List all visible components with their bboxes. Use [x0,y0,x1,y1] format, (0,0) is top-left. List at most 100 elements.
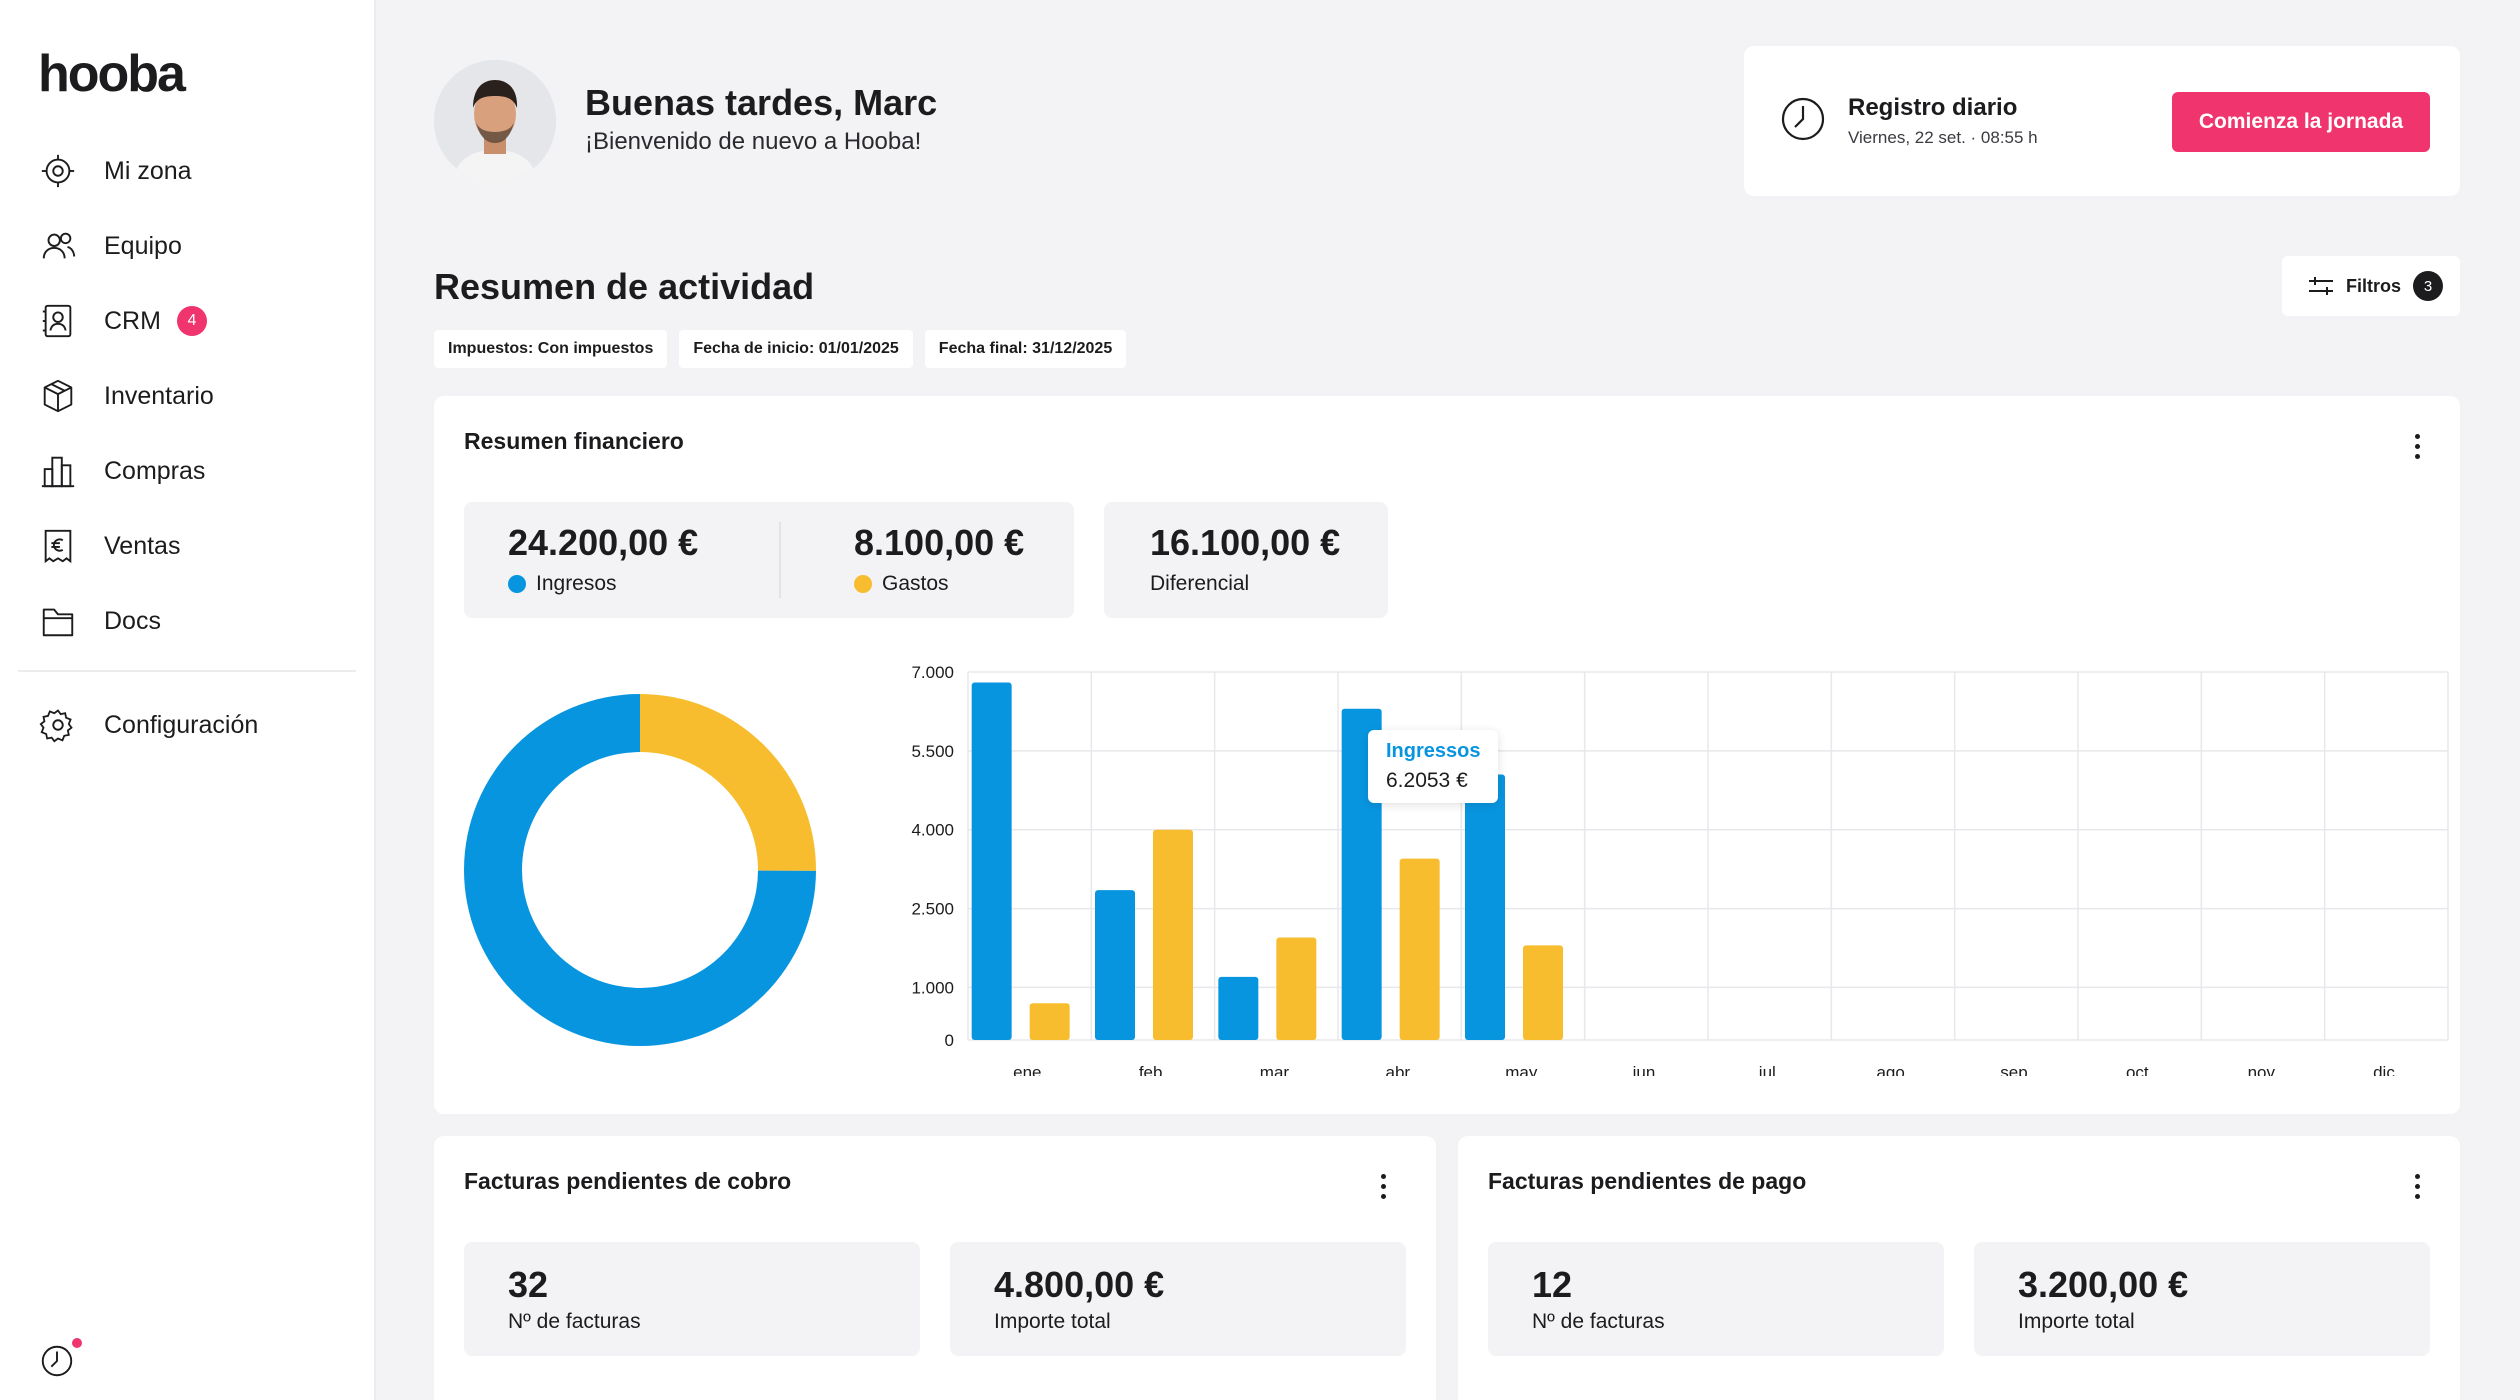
stat-divider [779,522,781,598]
bar-ingresos-mar[interactable] [1218,976,1259,1040]
folder-icon [38,601,78,641]
bar-ingresos-ene[interactable] [971,682,1012,1040]
sidebar-divider [18,670,356,672]
x-tick-label: may. [1505,1063,1541,1076]
card-title: Resumen financiero [464,428,684,454]
diferencial-label: Diferencial [1150,572,1250,595]
sidebar-item-mi-zona[interactable]: Mi zona [38,146,192,196]
sidebar-item-label: Inventario [104,381,214,410]
hooba-logo[interactable]: hooba [38,45,186,103]
active-filters: Impuestos: Con impuestos Fecha de inicio… [434,330,1127,368]
sidebar-item-label: Mi zona [104,156,192,185]
financial-summary-card: Resumen financiero 24.200,00 € Ingresos … [434,396,2460,1114]
x-tick-label: sep. [2000,1063,2032,1076]
invoice-count-value: 12 [1532,1264,1573,1305]
payables-card: Facturas pendientes de pago 12 Nº de fac… [1458,1136,2460,1400]
invoice-amount-label: Importe total [2018,1310,2135,1333]
receipt-euro-icon [38,526,78,566]
donut-chart [464,694,816,1046]
bar-tooltip: Ingressos 6.2053 € [1368,730,1499,803]
x-tick-label: mar. [1260,1063,1293,1076]
bar-chart: 7.000 5.500 4.000 2.500 1.000 0 ene. feb. mar. ab… [911,663,2449,1076]
invoice-amount-value: 4.800,00 € [994,1264,1165,1305]
tooltip-title: Ingressos [1386,740,1481,762]
welcome-subtitle: ¡Bienvenido de nuevo a Hooba! [585,128,922,155]
more-options-icon[interactable] [2402,1166,2432,1206]
x-tick-label: jul. [1758,1063,1781,1076]
sidebar-item-docs[interactable]: Docs [38,596,161,646]
page-title: Resumen de actividad [434,266,815,307]
x-tick-label: feb. [1139,1063,1167,1076]
registro-date: Viernes, 22 set. · 08:55 h [1848,128,2038,147]
filters-count-badge: 3 [2413,271,2444,301]
y-tick-label: 5.500 [911,742,954,761]
sidebar-item-inventario[interactable]: Inventario [38,371,214,421]
box-icon [38,376,78,416]
x-tick-label: ago. [1876,1063,1909,1076]
time-tracker-icon[interactable] [38,1342,78,1382]
gastos-value: 8.100,00 € [854,522,1025,563]
ingresos-label: Ingresos [536,572,617,595]
target-icon [38,151,78,191]
ingresos-legend: Ingresos [508,572,617,596]
y-tick-label: 7.000 [911,663,954,682]
diferencial-box: 16.100,00 € Diferencial [1104,502,1388,618]
donut-slice-ingresos[interactable] [464,694,816,1046]
filter-chip-fecha-inicio[interactable]: Fecha de inicio: 01/01/2025 [679,330,913,368]
sidebar-item-label: Compras [104,456,206,485]
tooltip-value: 6.2053 € [1386,769,1468,792]
y-tick-label: 0 [945,1031,954,1050]
diferencial-value: 16.100,00 € [1150,522,1341,563]
invoice-amount-value: 3.200,00 € [2018,1264,2189,1305]
y-tick-label: 4.000 [911,821,954,840]
x-tick-label: oct. [2126,1063,2153,1076]
donut-slice-gastos[interactable] [640,694,816,871]
clock-icon [1778,94,1830,146]
contacts-icon [38,301,78,341]
building-icon [38,451,78,491]
bar-gastos-may[interactable] [1523,945,1563,1040]
invoice-count-value: 32 [508,1264,549,1305]
invoice-count-label: Nº de facturas [508,1310,641,1333]
sidebar-item-label: Configuración [104,710,259,739]
invoice-count-box: 32 Nº de facturas [464,1242,920,1356]
invoice-count-box: 12 Nº de facturas [1488,1242,1944,1356]
bar-gastos-ene[interactable] [1029,1003,1070,1040]
receivables-card: Facturas pendientes de cobro 32 Nº de fa… [434,1136,1436,1400]
more-options-icon[interactable] [1368,1166,1398,1206]
sidebar-item-configuracion[interactable]: Configuración [38,700,258,750]
sidebar-item-crm[interactable]: CRM 4 [38,296,207,346]
crm-count-badge: 4 [176,306,207,336]
notification-dot [72,1338,82,1348]
invoice-count-label: Nº de facturas [1532,1310,1665,1333]
x-tick-label: dic. [2373,1063,2399,1076]
filter-chip-impuestos[interactable]: Impuestos: Con impuestos [434,330,668,368]
bar-ingresos-feb[interactable] [1095,890,1135,1040]
bar-gastos-abr[interactable] [1399,858,1440,1040]
card-title: Facturas pendientes de cobro [464,1168,792,1194]
ingresos-value: 24.200,00 € [508,522,699,563]
bar-gastos-feb[interactable] [1153,829,1193,1040]
gear-icon [38,705,78,745]
sidebar-item-label: Docs [104,606,161,635]
sidebar-item-label: Ventas [104,531,181,560]
gastos-label: Gastos [882,572,949,595]
filters-button[interactable]: Filtros 3 [2282,256,2460,316]
x-tick-label: abr. [1385,1063,1413,1076]
avatar[interactable] [434,60,556,182]
registro-title: Registro diario [1848,94,2018,121]
gastos-legend: Gastos [854,572,949,596]
sidebar-item-compras[interactable]: Compras [38,446,205,496]
bar-ingresos-may[interactable] [1465,774,1505,1040]
sliders-icon [2309,277,2333,295]
card-title: Facturas pendientes de pago [1488,1168,1807,1194]
start-workday-button[interactable]: Comienza la jornada [2172,92,2430,152]
invoice-amount-label: Importe total [994,1310,1111,1333]
filters-label: Filtros [2346,275,2402,296]
bar-gastos-mar[interactable] [1276,937,1317,1040]
sidebar-item-label: CRM [104,306,161,335]
more-options-icon[interactable] [2402,426,2432,466]
filter-chip-fecha-final[interactable]: Fecha final: 31/12/2025 [924,330,1127,368]
sidebar-item-ventas[interactable]: Ventas [38,521,180,571]
sidebar-item-equipo[interactable]: Equipo [38,221,182,271]
